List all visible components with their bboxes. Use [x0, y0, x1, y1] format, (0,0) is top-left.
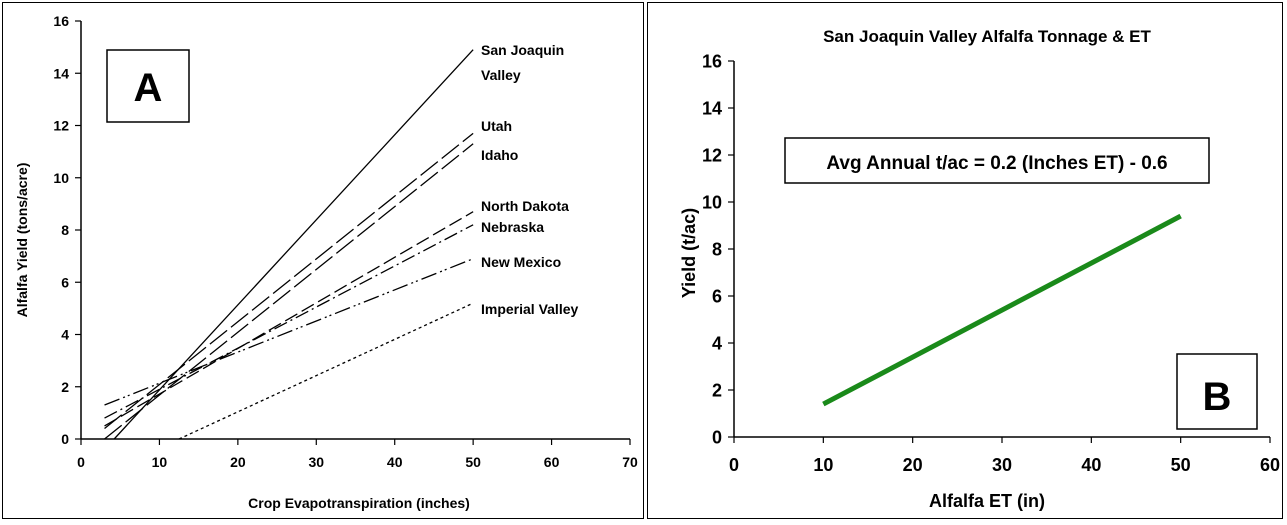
y-tick-label: 8	[61, 222, 69, 238]
y-tick-label: 8	[712, 239, 722, 259]
x-tick-label: 50	[465, 454, 481, 470]
x-tick-label: 20	[230, 454, 246, 470]
y-axis-title-b: Yield (t/ac)	[679, 208, 699, 298]
y-tick-label: 16	[702, 51, 722, 71]
series-label-idaho: Idaho	[481, 147, 518, 163]
panel-label-b: B	[1203, 375, 1232, 419]
x-axis-title-b: Alfalfa ET (in)	[929, 491, 1045, 511]
series-label-imperial-valley: Imperial Valley	[481, 301, 578, 317]
y-tick-label: 0	[61, 431, 69, 447]
panel-label-a: A	[134, 66, 163, 110]
series-line-new-mexico	[104, 258, 474, 406]
y-tick-label: 2	[712, 380, 722, 400]
panel-label-box-b	[1176, 353, 1258, 430]
series-line-north-dakota	[104, 211, 474, 427]
x-tick-label: 40	[387, 454, 403, 470]
equation-annotation: Avg Annual t/ac = 0.2 (Inches ET) - 0.6	[826, 153, 1167, 174]
y-tick-label: 10	[702, 192, 722, 212]
chart-title-b: San Joaquin Valley Alfalfa Tonnage & ET	[823, 27, 1151, 46]
x-tick-label: 10	[813, 455, 833, 475]
y-tick-label: 4	[61, 327, 69, 343]
y-tick-label: 0	[712, 427, 722, 447]
x-tick-label: 30	[308, 454, 324, 470]
y-tick-label: 16	[53, 13, 69, 29]
x-tick-label: 60	[1260, 455, 1280, 475]
y-tick-label: 4	[712, 333, 722, 353]
y-tick-label: 2	[61, 379, 69, 395]
series-line-utah	[104, 132, 474, 430]
x-axis-title-a: Crop Evapotranspiration (inches)	[248, 495, 470, 511]
series-label-new-mexico: New Mexico	[481, 254, 561, 270]
y-tick-label: 12	[53, 118, 69, 134]
series-labels-a: San Joaquin Valley Utah Idaho North Dako…	[481, 42, 578, 317]
series-label-valley: Valley	[481, 67, 521, 83]
x-tick-label: 0	[729, 455, 739, 475]
x-tick-label: 50	[1171, 455, 1191, 475]
series-label-nebraska: Nebraska	[481, 219, 544, 235]
series-line-nebraska	[104, 224, 474, 419]
y-tick-label: 12	[702, 145, 722, 165]
series-line-0	[822, 213, 1182, 407]
series-label-san-joaquin: San Joaquin	[481, 42, 564, 58]
y-tick-label: 6	[61, 274, 69, 290]
y-tick-label: 14	[53, 65, 69, 81]
series-line-san-joaquin-valley	[113, 49, 474, 440]
panel-label-box-a	[106, 49, 190, 123]
equation-box	[784, 137, 1210, 184]
y-tick-label: 14	[702, 98, 722, 118]
series-line-imperial-valley	[178, 302, 474, 440]
x-tick-label: 0	[77, 454, 85, 470]
series-line-idaho	[104, 143, 474, 440]
x-tick-label: 20	[903, 455, 923, 475]
chart-panel-a: 0 10 20 30 40 50 60 70 0 2 4 6 8 10 12 14 16 A San Joaqu…	[2, 2, 644, 519]
series-label-north-dakota: North Dakota	[481, 198, 569, 214]
chart-panel-b: San Joaquin Valley Alfalfa Tonnage & ET …	[647, 2, 1283, 519]
x-tick-label: 10	[152, 454, 168, 470]
x-tick-label: 60	[544, 454, 560, 470]
x-tick-label: 30	[992, 455, 1012, 475]
y-tick-label: 6	[712, 286, 722, 306]
y-tick-label: 10	[53, 170, 69, 186]
y-axis-title-a: Alfalfa Yield (tons/acre)	[14, 163, 30, 318]
x-tick-label: 70	[622, 454, 638, 470]
series-label-utah: Utah	[481, 118, 512, 134]
chart-a-svg: 0 10 20 30 40 50 60 70 0 2 4 6 8 10 12 14 16 A San Joaqu…	[14, 13, 638, 511]
x-tick-label: 40	[1081, 455, 1101, 475]
chart-b-svg: San Joaquin Valley Alfalfa Tonnage & ET …	[679, 27, 1280, 511]
